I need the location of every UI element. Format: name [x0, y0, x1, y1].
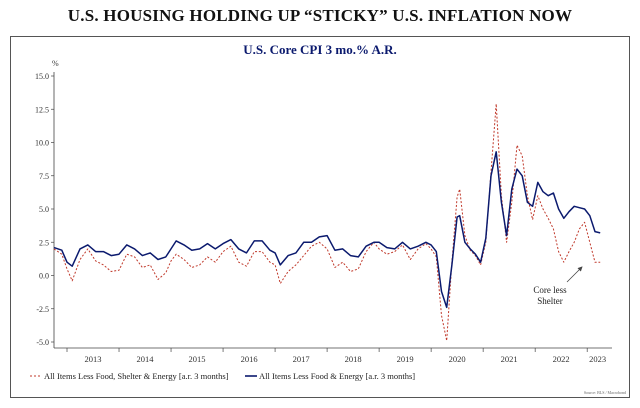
annotation-text-line1: Core less: [533, 285, 567, 295]
page-title: U.S. HOUSING HOLDING UP “STICKY” U.S. IN…: [67, 6, 573, 25]
x-tick-label: 2015: [189, 354, 206, 364]
legend-label-ex-shelter: All Items Less Food, Shelter & Energy [a…: [44, 371, 229, 381]
y-tick-label: 5.0: [39, 205, 49, 214]
legend: All Items Less Food, Shelter & Energy [a…: [30, 371, 415, 381]
annotation-arrow: [566, 266, 583, 283]
x-tick-label: 2013: [85, 354, 102, 364]
x-tick-label: 2019: [397, 354, 414, 364]
x-tick-label: 2021: [501, 354, 518, 364]
y-tick-label: -2.5: [36, 305, 49, 314]
legend-label-core: All Items Less Food & Energy [a.r. 3 mon…: [259, 371, 415, 381]
x-tick-label: 2016: [241, 354, 258, 364]
x-tick-label: 2023: [589, 354, 606, 364]
y-tick-label: 12.5: [35, 105, 49, 114]
y-tick-label: 2.5: [39, 238, 49, 247]
series-layer: [53, 103, 601, 342]
x-tick-label: 2020: [449, 354, 466, 364]
y-tick-label: -5.0: [36, 338, 49, 347]
x-tick-label: 2014: [137, 354, 155, 364]
chart-frame: [10, 36, 630, 398]
x-tick-label: 2018: [345, 354, 362, 364]
series-line-core: [53, 151, 601, 309]
annotation-text-line2: Shelter: [537, 296, 563, 306]
source-note: Source: BLS / Macrobond: [584, 390, 626, 395]
x-tick-label: 2017: [293, 354, 310, 364]
annotation-group: Core less Shelter: [533, 266, 583, 306]
x-tick-label: 2022: [553, 354, 570, 364]
y-tick-label: 10.0: [35, 139, 49, 148]
y-tick-label: 7.5: [39, 172, 49, 181]
series-line-core-less-shelter: [53, 103, 601, 342]
chart-title: U.S. Core CPI 3 mo.% A.R.: [243, 42, 397, 57]
y-axis-unit-label: %: [52, 59, 59, 68]
axes-group: 15.0 12.5 10.0 7.5 5.0 2.5 0.0 -2.5 -5.0 2013 2014…: [35, 72, 612, 364]
y-tick-label: 0.0: [39, 272, 49, 281]
y-tick-label: 15.0: [35, 72, 49, 81]
